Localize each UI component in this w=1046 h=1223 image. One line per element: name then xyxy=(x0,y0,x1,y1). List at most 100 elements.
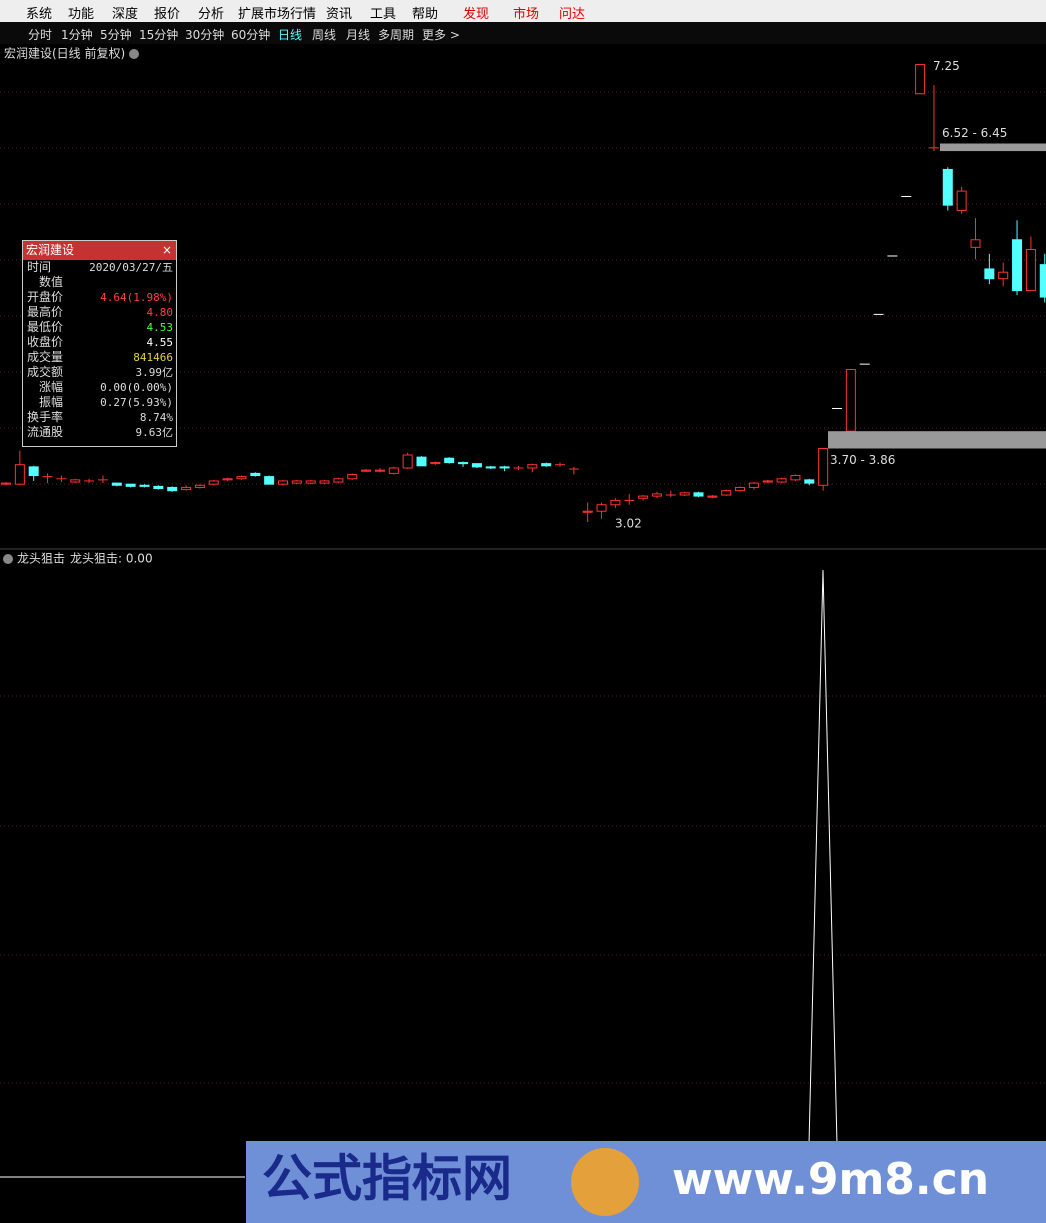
row-label: 最低价 xyxy=(27,320,64,334)
menu-item[interactable]: 深度 xyxy=(112,7,139,22)
row-value: 841466 xyxy=(133,351,173,364)
candle-body xyxy=(499,466,510,469)
row-value: 9.63亿 xyxy=(135,426,174,439)
watermark-brand: 公式指标网 xyxy=(262,1150,512,1208)
period-bar: 分时 1分钟 5分钟 15分钟 30分钟 60分钟 日线 周线 月线 多周期 更多 > xyxy=(0,22,1046,44)
row-value: 4.64(1.98%) xyxy=(100,291,173,304)
menu-item[interactable]: 工具 xyxy=(370,7,397,22)
title-dropdown[interactable] xyxy=(129,49,139,59)
period-tab[interactable]: 更多 > xyxy=(422,28,460,42)
candle-body xyxy=(444,457,455,464)
candle-body xyxy=(541,463,552,467)
candle-body xyxy=(347,473,358,480)
menu-item[interactable]: 扩展市场行情 xyxy=(238,7,317,22)
menu-item[interactable]: 报价 xyxy=(154,7,181,22)
candle-body xyxy=(236,476,247,480)
tooltip-row: 开盘价 4.64(1.98%) xyxy=(23,290,176,305)
candle-body xyxy=(28,466,39,477)
candle-body xyxy=(596,504,607,512)
tooltip-row: 数值 xyxy=(23,275,176,290)
row-value: 2020/03/27/五 xyxy=(89,261,173,274)
row-label: 涨幅 xyxy=(39,380,64,394)
candle-body xyxy=(762,480,773,483)
tooltip-row: 成交量 841466 xyxy=(23,350,176,365)
candle-body xyxy=(250,472,261,477)
period-tab[interactable]: 周线 xyxy=(312,28,337,42)
tooltip-row: 涨幅 0.00(0.00%) xyxy=(23,380,176,395)
row-value: 4.80 xyxy=(146,306,174,319)
zone-label: 3.70 - 3.86 xyxy=(830,453,895,467)
candle-body xyxy=(458,462,469,465)
data-tooltip: 宏润建设 × 时间 2020/03/27/五 数值 开盘价 4.64(1.98%) 最高价 4… xyxy=(22,240,177,447)
candle-body xyxy=(970,239,981,248)
period-tab[interactable]: 5分钟 xyxy=(100,28,132,42)
candle-body xyxy=(430,462,441,465)
indicator-dropdown[interactable] xyxy=(3,554,13,564)
period-tab[interactable]: 30分钟 xyxy=(185,28,225,42)
menu-item[interactable]: 市场 xyxy=(513,7,540,22)
menu-item[interactable]: 帮助 xyxy=(412,7,439,22)
candle-body xyxy=(388,467,399,474)
candle-body xyxy=(194,484,205,488)
tooltip-name: 宏润建设 xyxy=(26,243,75,257)
period-tab[interactable]: 日线 xyxy=(278,28,303,42)
period-tab[interactable]: 分时 xyxy=(28,28,53,42)
candle-body xyxy=(333,478,344,483)
candle-body xyxy=(804,479,815,484)
tooltip-row: 收盘价 4.55 xyxy=(23,335,176,350)
candle-body xyxy=(1039,264,1046,298)
menu-item[interactable]: 资讯 xyxy=(326,7,353,22)
menu-item[interactable]: 问达 xyxy=(559,7,586,22)
candle-body xyxy=(845,369,856,432)
candle-body xyxy=(638,495,649,499)
candle-body xyxy=(956,190,967,212)
candle-body xyxy=(984,268,995,280)
candle-body xyxy=(291,480,302,484)
price-zone xyxy=(940,143,1046,152)
period-tab[interactable]: 15分钟 xyxy=(139,28,179,42)
close-button[interactable]: × xyxy=(161,243,172,257)
menu-item[interactable]: 功能 xyxy=(68,7,95,22)
candle-body xyxy=(818,447,829,486)
candle-body xyxy=(1012,239,1023,292)
candle-body xyxy=(707,495,718,498)
menu-bar: 系统 功能 深度 报价 分析 扩展市场行情 资讯 工具 帮助 发现 市场 问达 xyxy=(0,0,1046,22)
menu-item[interactable]: 系统 xyxy=(26,7,53,22)
row-label: 振幅 xyxy=(39,395,64,409)
price-zone xyxy=(828,431,1046,449)
candle-body xyxy=(527,464,538,469)
tooltip-row: 换手率 8.74% xyxy=(23,410,176,425)
row-value: 8.74% xyxy=(139,411,173,424)
row-label: 数值 xyxy=(39,275,64,289)
period-tab[interactable]: 1分钟 xyxy=(61,28,93,42)
candle-body xyxy=(374,469,385,472)
candle-body xyxy=(582,510,593,513)
menu-item[interactable]: 发现 xyxy=(463,7,490,22)
row-label: 换手率 xyxy=(27,410,64,424)
candle-body xyxy=(125,483,136,487)
period-tab[interactable]: 多周期 xyxy=(378,28,415,42)
candle-body xyxy=(167,486,178,492)
candle-body xyxy=(790,475,801,481)
indicator-value: 龙头狙击: 0.00 xyxy=(70,552,153,566)
period-tab[interactable]: 60分钟 xyxy=(231,28,271,42)
candle-body xyxy=(70,479,81,483)
row-label: 成交额 xyxy=(27,365,64,379)
candle-body xyxy=(721,490,732,496)
tooltip-row: 成交额 3.99亿 xyxy=(23,365,176,380)
candle-body xyxy=(278,480,288,485)
candle-body xyxy=(748,482,759,488)
min-label: 3.02 xyxy=(615,517,642,531)
row-label: 流通股 xyxy=(27,425,64,439)
max-label: 7.25 xyxy=(933,59,960,73)
candle-body xyxy=(651,493,662,497)
row-label: 时间 xyxy=(27,260,52,274)
menu-item[interactable]: 分析 xyxy=(198,7,225,22)
candle-body xyxy=(319,480,330,484)
candle-body xyxy=(942,168,953,206)
period-tab[interactable]: 月线 xyxy=(346,28,371,42)
candle-body xyxy=(14,464,25,485)
row-value: 4.53 xyxy=(146,321,174,334)
indicator-name: 龙头狙击 xyxy=(17,552,65,566)
row-value: 3.99亿 xyxy=(135,366,174,379)
